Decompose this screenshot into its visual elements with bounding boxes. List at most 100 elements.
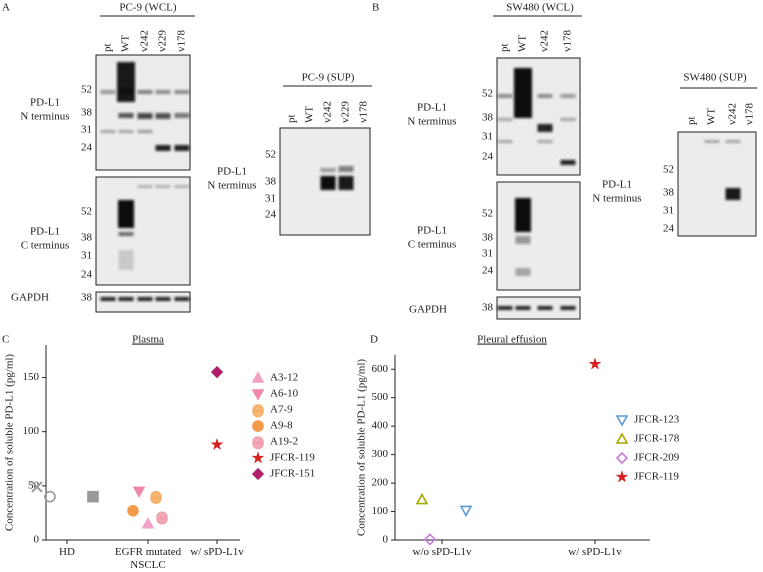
blot-label: GAPDH [11,292,49,304]
band [725,188,741,200]
blot-bands [704,140,741,200]
group-title: PC-9 (SUP) [302,72,355,84]
band [497,306,513,310]
group-title: SW480 (SUP) [683,72,747,84]
size-marker: 38 [81,107,93,119]
lane-label: v178 [176,30,188,53]
band [155,145,171,151]
data-point [156,511,168,525]
y-tick-label: 300 [372,448,389,460]
size-marker: 52 [81,206,92,218]
band [137,90,153,94]
band [560,94,576,98]
lane-label: WT [517,35,529,52]
legend-label: A9-8 [270,420,293,432]
blot-frame [95,291,191,313]
data-point [132,486,146,498]
y-tick-label: 100 [23,425,40,437]
legend-marker [251,451,265,464]
blot-frame [95,176,191,286]
size-marker: 38 [265,176,277,188]
blot-bands [515,198,531,276]
x-tick-label: w/o sPD-L1v [412,546,472,558]
band [137,113,153,119]
lane-label: v242 [727,103,739,125]
data-point [141,517,155,529]
lane-label: v229 [157,30,169,53]
band [560,306,576,310]
x-tick-label: HD [59,546,75,558]
size-marker: 31 [81,250,92,262]
band [515,306,531,310]
blot-label: PD-L1 [30,226,60,238]
y-tick-label: 50 [28,479,40,491]
size-marker: 31 [482,131,493,143]
legend-marker [615,451,629,465]
band [137,130,153,133]
legend-label: JFCR-209 [634,452,680,464]
blot-label: PD-L1 [417,102,447,114]
legend-marker [251,389,265,401]
lane-label: v242 [322,101,334,123]
band [338,166,354,172]
data-point [415,492,429,505]
size-marker: 24 [265,209,277,221]
blot-bands [118,185,190,270]
blot-bands [497,68,576,165]
data-point [459,505,473,518]
y-axis-label: Concentration of soluble PD-L1 (pg/ml) [4,354,16,532]
blot-frame [496,181,581,291]
band [118,130,134,133]
band [338,176,354,190]
band [174,90,190,94]
band [537,124,553,132]
lane-label: v178 [562,30,574,53]
blot-label: C terminus [21,240,70,252]
blot-label: C terminus [408,239,457,251]
blot-label: N terminus [407,116,456,128]
y-tick-label: 0 [34,534,40,546]
band [515,236,531,244]
size-marker: 31 [265,193,276,205]
blot-bands [320,166,354,190]
blot-frame [95,54,191,171]
lane-label: pt [286,114,298,123]
legend-marker [615,470,629,483]
legend-label: JFCR-178 [634,433,680,445]
size-marker: 24 [81,269,93,281]
band [118,200,134,228]
band [155,113,171,119]
x-tick-label: w/ sPD-L1v [568,546,622,558]
legend-label: A7-9 [270,404,293,416]
blot-label: PD-L1 [602,179,632,191]
lane-label: pt [102,43,114,52]
legend-label: JFCR-151 [270,468,315,480]
band [117,62,135,102]
blot-label: N terminus [20,111,69,123]
legend-label: JFCR-119 [270,452,315,464]
band [497,140,513,143]
panel-label: A [2,2,10,14]
y-tick-label: 150 [23,371,40,383]
band [137,297,153,301]
size-marker: 52 [265,149,276,161]
band [137,185,153,188]
blot-label: GAPDH [409,304,447,316]
panel-label: C [2,334,9,346]
size-marker: 38 [482,112,494,124]
band [100,297,116,301]
size-marker: 24 [81,142,93,154]
size-marker: 31 [482,248,493,260]
blot-label: PD-L1 [217,166,247,178]
group-title: PC-9 (WCL) [119,2,176,14]
lane-label: WT [120,35,132,52]
blot-bands [497,306,576,310]
band [320,168,336,172]
legend-marker [252,436,264,450]
band [537,140,553,143]
data-point [210,437,224,451]
band [514,68,532,118]
band [320,176,336,190]
size-marker: 24 [482,265,494,277]
